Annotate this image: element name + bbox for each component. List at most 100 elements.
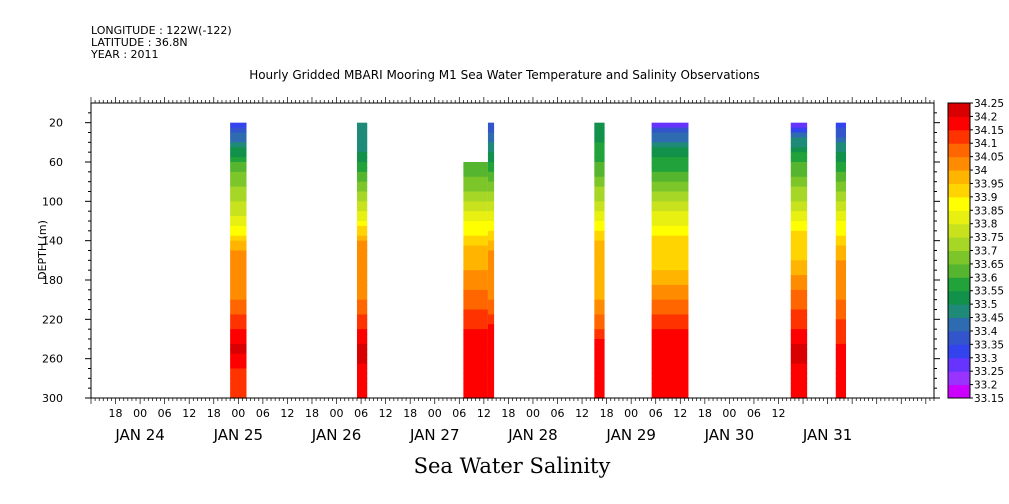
salinity-cell	[651, 176, 689, 183]
salinity-cell	[356, 319, 368, 325]
salinity-cell	[651, 319, 689, 325]
salinity-cell	[835, 383, 847, 389]
salinity-column-6	[651, 122, 689, 399]
salinity-cell	[790, 334, 808, 340]
salinity-cell	[651, 353, 689, 360]
salinity-cell	[356, 171, 368, 178]
salinity-cell	[835, 152, 847, 158]
salinity-cell	[651, 304, 689, 311]
y-tick-label: 140	[42, 235, 63, 248]
salinity-cell	[594, 235, 605, 242]
salinity-cell	[463, 275, 488, 281]
salinity-cell	[594, 265, 605, 271]
salinity-cell	[790, 319, 808, 325]
salinity-cell	[487, 152, 495, 158]
x-hour-label: 00	[330, 407, 344, 420]
salinity-cell	[463, 221, 488, 227]
salinity-cell	[835, 393, 847, 399]
x-hour-label: 00	[133, 407, 147, 420]
salinity-cell	[487, 230, 495, 237]
salinity-cell	[356, 225, 368, 232]
salinity-cell	[790, 127, 808, 134]
y-tick-label: 180	[42, 274, 63, 287]
salinity-cell	[487, 334, 495, 340]
salinity-cell	[651, 137, 689, 143]
x-hour-label: 12	[477, 407, 491, 420]
salinity-cell	[356, 166, 368, 173]
salinity-cell	[651, 309, 689, 316]
salinity-cell	[651, 378, 689, 384]
salinity-cell	[651, 225, 689, 232]
salinity-cell	[835, 353, 847, 360]
salinity-cell	[651, 393, 689, 399]
salinity-cell	[651, 343, 689, 350]
salinity-cell	[230, 122, 247, 129]
salinity-cell	[230, 334, 247, 340]
salinity-cell	[463, 240, 488, 247]
salinity-cell	[356, 230, 368, 237]
salinity-cell	[487, 147, 495, 153]
colorbar-swatch	[948, 371, 970, 386]
salinity-cell	[487, 299, 495, 306]
colorbar-label: 34.1	[974, 138, 997, 150]
salinity-cell	[230, 152, 247, 158]
salinity-cell	[487, 343, 495, 350]
x-day-label: JAN 31	[802, 426, 853, 444]
salinity-cell	[594, 299, 605, 306]
salinity-cell	[835, 196, 847, 202]
salinity-cell	[356, 132, 368, 139]
salinity-cell	[790, 225, 808, 232]
salinity-cell	[487, 181, 495, 188]
y-axis-label: DEPTH (m)	[36, 220, 49, 280]
salinity-cell	[463, 265, 488, 271]
x-hour-label: 06	[158, 407, 172, 420]
salinity-cell	[835, 171, 847, 178]
salinity-cell	[463, 309, 488, 316]
salinity-cell	[651, 314, 689, 320]
salinity-cell	[356, 201, 368, 207]
salinity-cell	[651, 260, 689, 266]
salinity-cell	[594, 196, 605, 202]
salinity-cell	[790, 255, 808, 261]
salinity-cell	[594, 393, 605, 399]
salinity-cell	[651, 152, 689, 158]
salinity-cell	[594, 373, 605, 379]
salinity-cell	[790, 304, 808, 311]
salinity-cell	[651, 147, 689, 153]
x-hour-label: 12	[771, 407, 785, 420]
salinity-cell	[487, 275, 495, 281]
salinity-cell	[356, 393, 368, 399]
salinity-cell	[230, 230, 247, 237]
salinity-cell	[356, 294, 368, 301]
salinity-cell	[651, 211, 689, 217]
y-tick-label: 300	[42, 392, 63, 405]
salinity-cell	[487, 363, 495, 370]
x-hour-label: 18	[698, 407, 712, 420]
salinity-cell	[463, 358, 488, 365]
salinity-cell	[651, 265, 689, 271]
x-hour-label: 00	[526, 407, 540, 420]
colorbar-label: 34.2	[974, 111, 997, 123]
salinity-cell	[230, 216, 247, 222]
salinity-cell	[230, 166, 247, 173]
salinity-cell	[463, 393, 488, 399]
salinity-cell	[790, 299, 808, 306]
x-hour-label: 12	[575, 407, 589, 420]
x-hour-label: 12	[280, 407, 294, 420]
salinity-cell	[487, 142, 495, 148]
latitude-label: LATITUDE : 36.8N	[91, 36, 188, 49]
salinity-cell	[835, 363, 847, 370]
salinity-cell	[790, 235, 808, 242]
salinity-cell	[230, 329, 247, 335]
x-hour-label: 18	[501, 407, 515, 420]
salinity-cell	[790, 196, 808, 202]
salinity-cell	[230, 137, 247, 143]
salinity-cell	[487, 339, 495, 345]
salinity-cell	[790, 240, 808, 247]
salinity-cell	[835, 289, 847, 296]
colorbar-label: 34.25	[974, 98, 1004, 110]
x-hour-label: 06	[551, 407, 565, 420]
salinity-cell	[651, 216, 689, 222]
salinity-cell	[356, 348, 368, 355]
x-hour-label: 00	[722, 407, 736, 420]
